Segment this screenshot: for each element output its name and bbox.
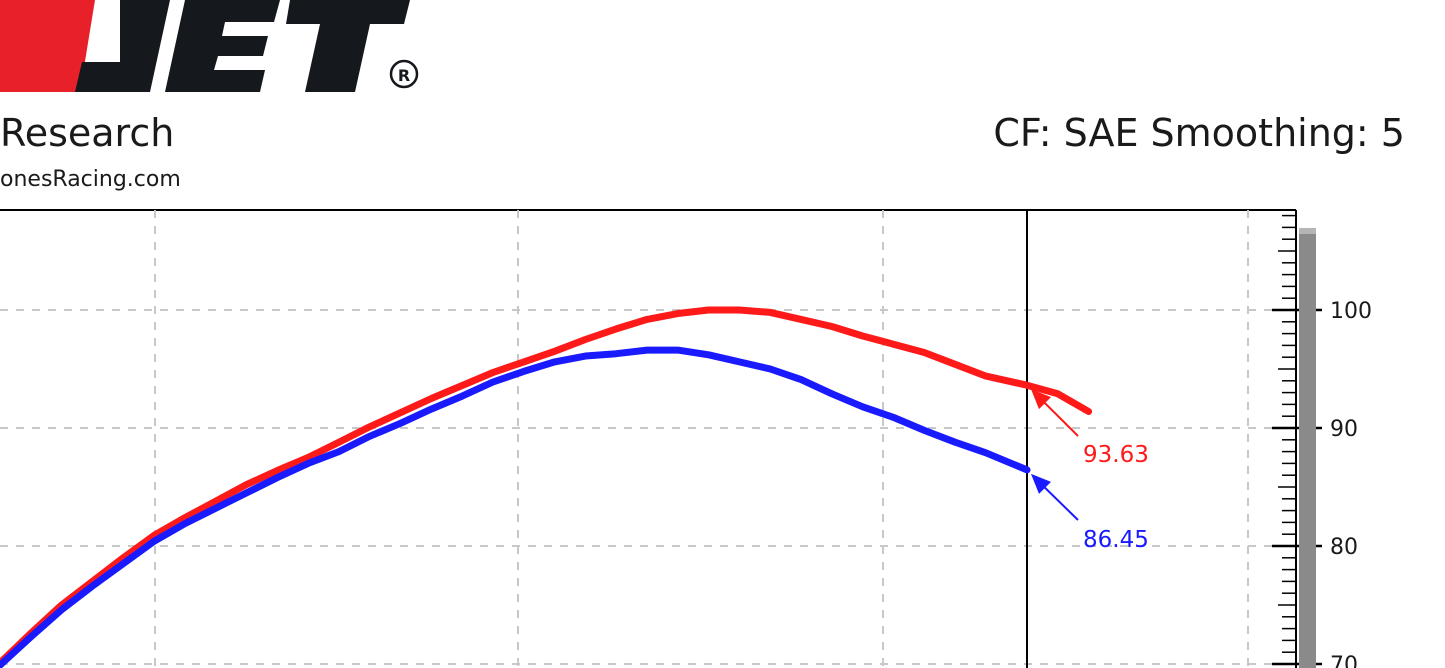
logo-letter-d-red bbox=[0, 0, 95, 92]
axis-scale-bar bbox=[1299, 228, 1316, 668]
y-tick-label: 100 bbox=[1330, 299, 1372, 324]
callout-value: 86.45 bbox=[1083, 527, 1149, 553]
y-tick-label: 70 bbox=[1330, 653, 1358, 668]
callout-arrowhead bbox=[1031, 473, 1051, 494]
grid-lines bbox=[0, 210, 1296, 668]
series-line-red bbox=[0, 306, 1093, 667]
logo-letterforms bbox=[0, 0, 410, 92]
brand-logo: R bbox=[0, 0, 419, 92]
website-label: onesRacing.com bbox=[0, 167, 181, 192]
callout-layer: 93.63 86.45 bbox=[1031, 389, 1149, 553]
y-tick-label: 90 bbox=[1330, 417, 1358, 442]
series-line-blue bbox=[0, 346, 1031, 668]
right-y-axis: 70 80 90 100 bbox=[1272, 214, 1372, 668]
registered-mark-letter: R bbox=[398, 66, 410, 85]
research-label: Research bbox=[0, 111, 174, 155]
logo-letter-e-dark bbox=[165, 0, 280, 92]
callout-leader bbox=[1038, 481, 1079, 521]
callout-leader bbox=[1038, 396, 1079, 437]
correction-factor-label: CF: SAE Smoothing: 5 bbox=[993, 111, 1405, 155]
series-layer bbox=[0, 306, 1093, 668]
callout-value: 93.63 bbox=[1083, 442, 1149, 468]
y-tick-label: 80 bbox=[1330, 535, 1358, 560]
callout-arrowhead bbox=[1031, 389, 1051, 410]
axis-scale-bar-cap bbox=[1299, 228, 1316, 234]
logo-letter-t-dark bbox=[286, 0, 410, 92]
logo-letter-j-dark bbox=[75, 0, 170, 92]
registered-mark-circle bbox=[389, 59, 419, 89]
